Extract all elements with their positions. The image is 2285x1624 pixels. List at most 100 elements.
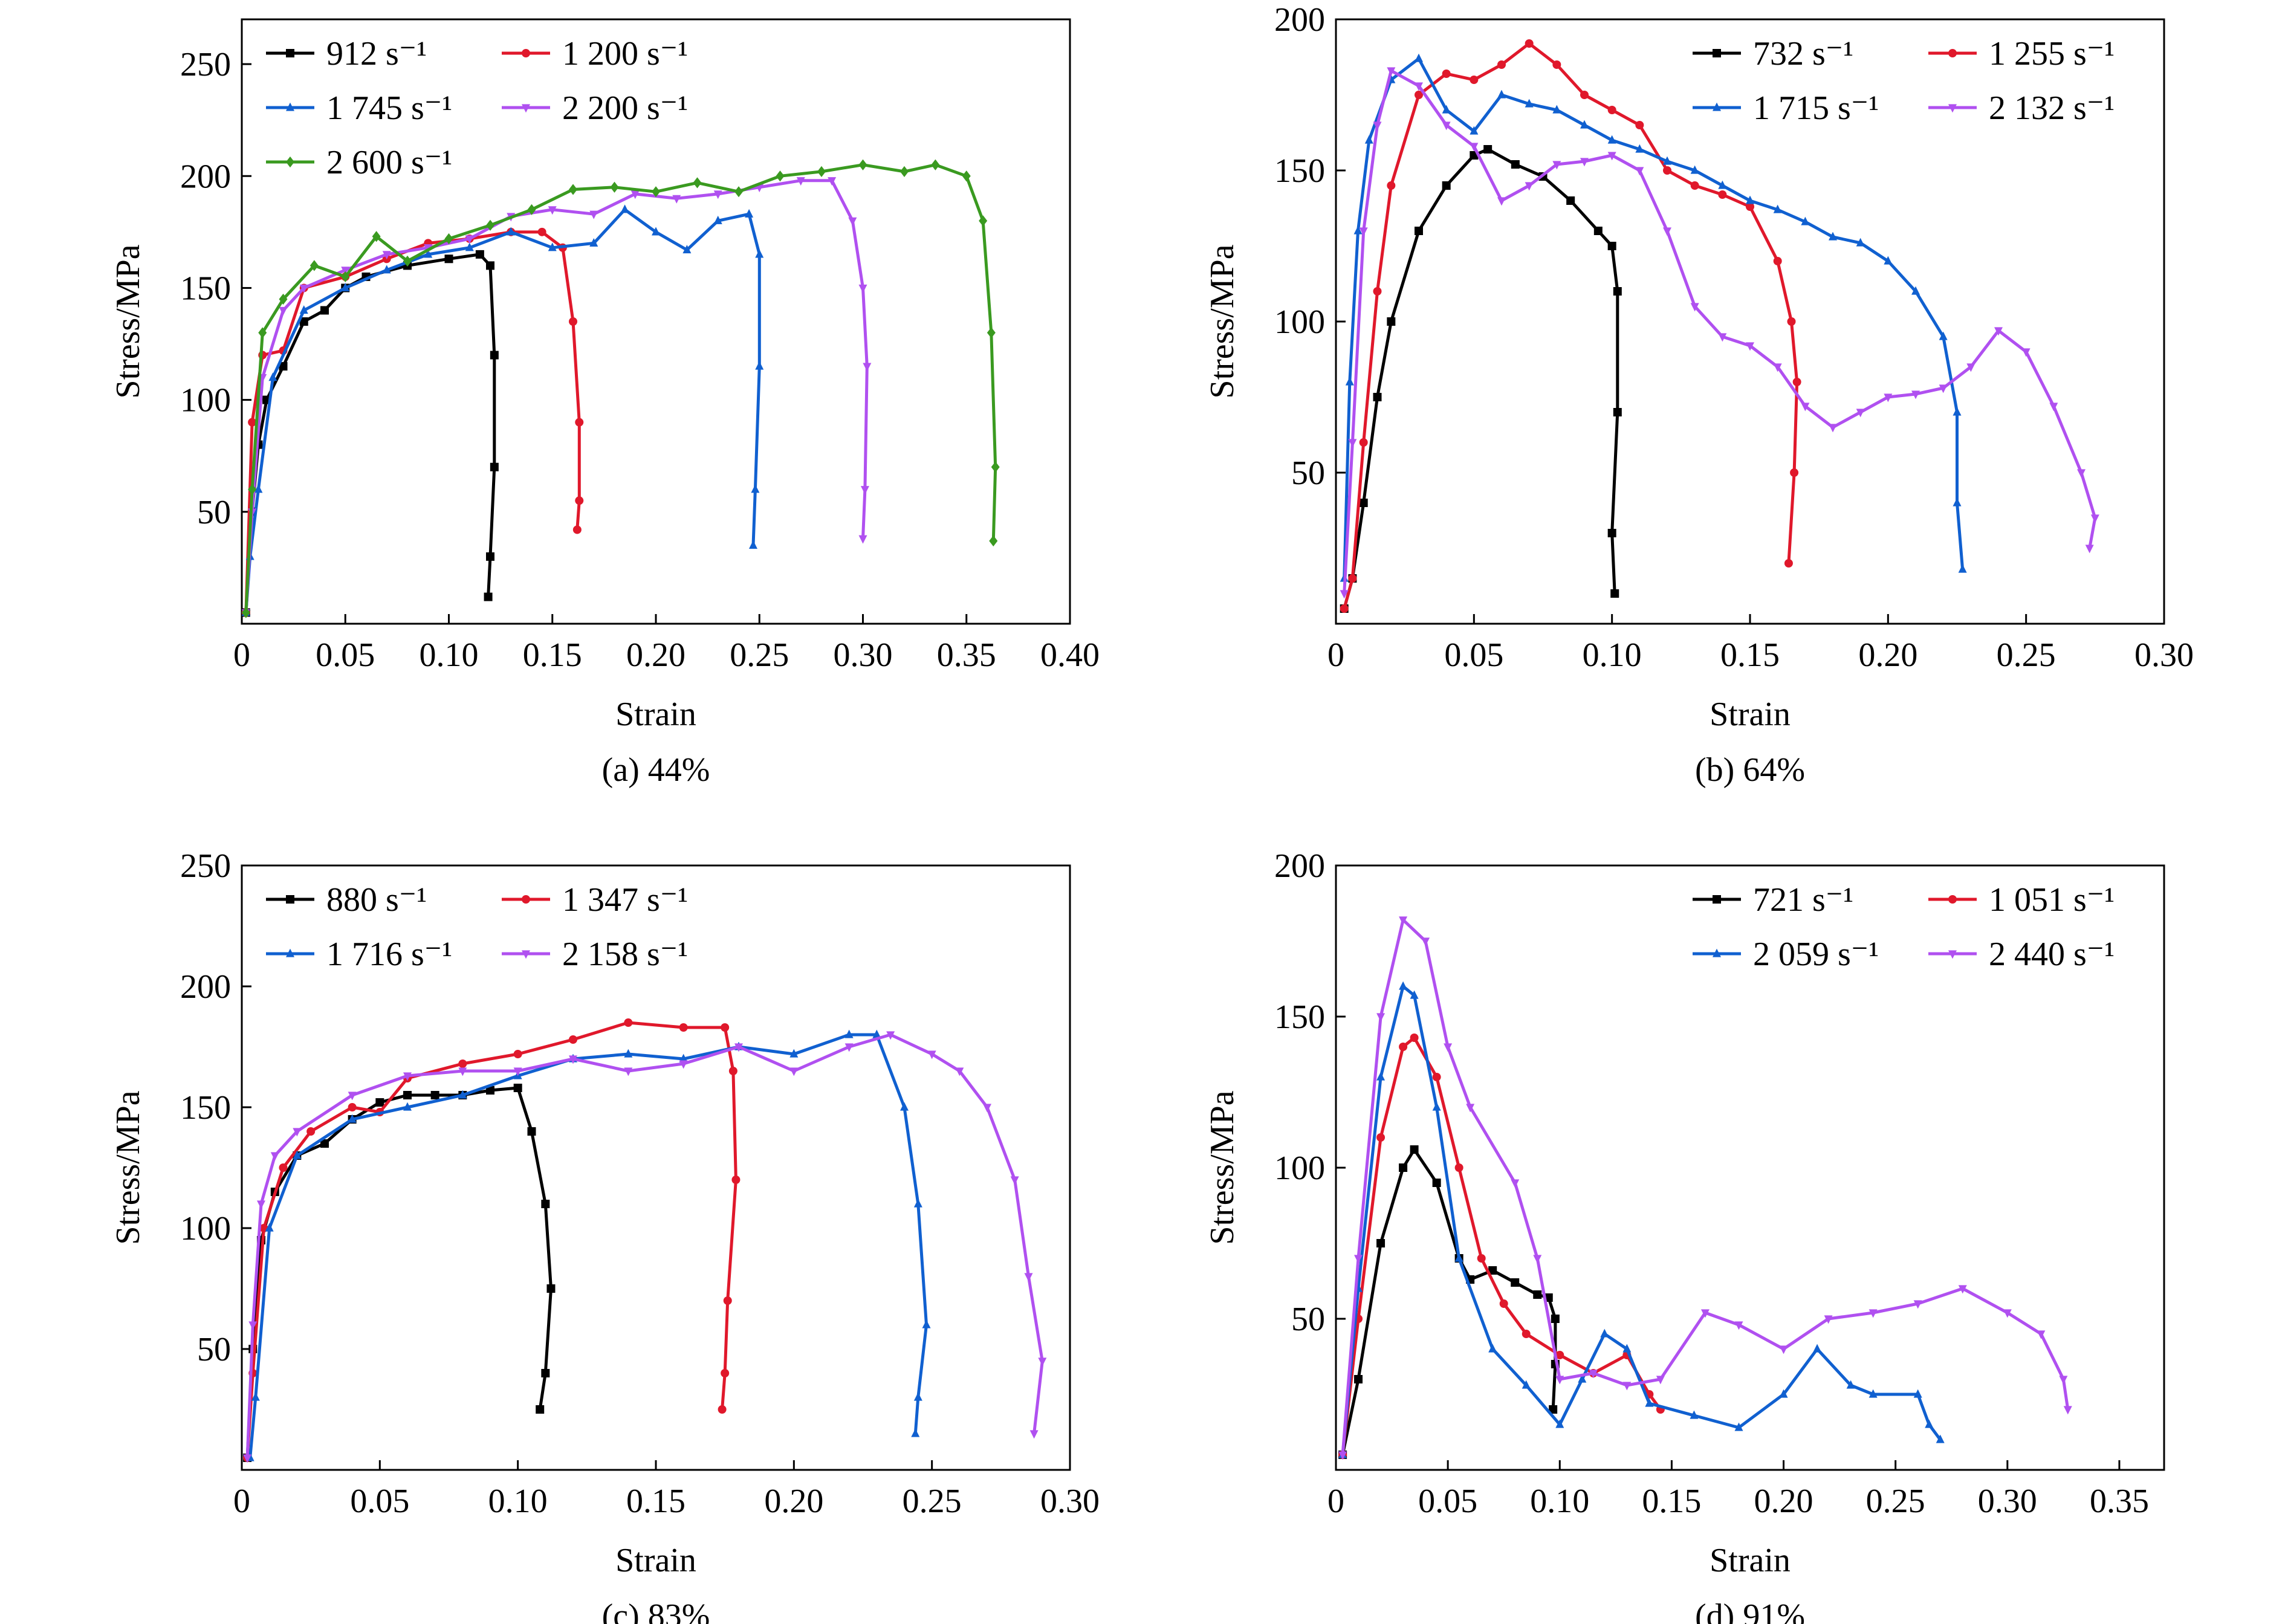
x-tick-label: 0.05: [316, 636, 375, 674]
data-point: [1470, 126, 1479, 135]
data-point: [536, 1405, 545, 1414]
x-tick-label: 0.15: [523, 636, 582, 674]
data-point: [486, 261, 494, 270]
data-point: [624, 1018, 633, 1027]
series-line: [244, 230, 581, 613]
legend-marker: [522, 49, 530, 57]
data-point: [1690, 303, 1699, 312]
y-tick-label: 200: [180, 158, 231, 195]
data-point: [513, 1050, 522, 1058]
data-point: [486, 1086, 494, 1095]
x-axis-label: Strain: [615, 1542, 696, 1579]
data-point: [1399, 1163, 1408, 1172]
data-point: [1690, 181, 1699, 190]
data-point: [513, 1084, 522, 1092]
data-point: [1511, 160, 1520, 169]
legend-entry: 2 200 s⁻¹: [502, 89, 688, 127]
data-point: [713, 190, 722, 199]
data-point: [248, 1321, 258, 1330]
data-point: [486, 552, 494, 561]
data-point: [955, 1067, 964, 1076]
chart-panel-2: 0 0.05 0.10 0.15 0.20 0.25 0.30 50 100 150 200 250 S…: [109, 847, 1100, 1624]
data-point: [776, 170, 785, 182]
x-tick-label: 0: [1327, 636, 1344, 674]
data-point: [572, 525, 582, 534]
y-tick-label: 100: [180, 1210, 231, 1247]
data-point: [844, 1029, 854, 1038]
data-point: [1470, 76, 1479, 84]
data-point: [310, 260, 319, 271]
legend-label: 2 059 s⁻¹: [1753, 936, 1879, 973]
y-tick-label: 150: [180, 270, 231, 307]
data-point: [484, 592, 493, 601]
panel-caption: (b) 64%: [1695, 751, 1805, 789]
data-point: [1525, 39, 1534, 48]
data-point: [248, 484, 257, 495]
data-point: [1511, 1278, 1520, 1287]
data-point: [1613, 408, 1622, 416]
data-point: [1734, 1422, 1743, 1431]
data-point: [1580, 158, 1589, 167]
data-point: [1533, 1255, 1542, 1264]
data-point: [475, 250, 484, 259]
data-point: [424, 249, 433, 258]
data-point: [341, 283, 350, 292]
data-point: [490, 462, 499, 471]
legend-label: 721 s⁻¹: [1753, 881, 1853, 919]
y-tick-label: 150: [1274, 152, 1325, 190]
data-point: [913, 1199, 922, 1208]
data-point: [734, 186, 743, 198]
data-point: [624, 1049, 633, 1058]
x-tick-label: 0: [233, 1483, 250, 1520]
data-point: [1936, 1434, 1945, 1443]
legend-label: 2 132 s⁻¹: [1989, 89, 2115, 127]
data-point: [1801, 403, 1810, 412]
data-point: [1399, 981, 1408, 990]
legend-entry: 1 715 s⁻¹: [1693, 89, 1879, 127]
data-point: [796, 177, 805, 186]
data-point: [983, 1104, 991, 1113]
data-point: [922, 1319, 931, 1328]
data-point: [1454, 1253, 1463, 1262]
data-point: [1746, 195, 1754, 204]
x-tick-label: 0.10: [1583, 636, 1642, 674]
data-point: [1497, 197, 1506, 206]
data-point: [718, 1405, 727, 1414]
x-tick-label: 0.15: [1642, 1483, 1701, 1520]
data-point: [1038, 1357, 1047, 1367]
data-point: [1884, 393, 1893, 403]
legend-marker: [286, 49, 294, 57]
data-point: [279, 293, 288, 305]
data-point: [293, 1150, 302, 1159]
data-point: [1340, 604, 1349, 613]
data-point: [1410, 1145, 1419, 1154]
x-tick-label: 0.30: [1040, 1483, 1100, 1520]
legend-marker: [1948, 49, 1957, 57]
data-point: [251, 1392, 260, 1401]
data-point: [1911, 390, 1920, 400]
data-point: [1925, 1419, 1934, 1428]
y-tick-label: 50: [1291, 455, 1325, 492]
x-tick-label: 0.30: [1978, 1483, 2037, 1520]
data-point: [1958, 1285, 1967, 1294]
data-point: [1718, 180, 1727, 189]
data-point: [1522, 1330, 1531, 1338]
data-point: [927, 1050, 936, 1059]
data-point: [1549, 1405, 1558, 1414]
legend-marker: [1948, 895, 1957, 904]
data-point: [299, 317, 308, 326]
legend-entry: 1 255 s⁻¹: [1928, 35, 2115, 73]
legend-entry: 732 s⁻¹: [1693, 35, 1853, 73]
legend-entry: 721 s⁻¹: [1693, 881, 1853, 919]
data-point: [1939, 331, 1948, 340]
legend-label: 1 715 s⁻¹: [1753, 89, 1879, 127]
x-axis-label: Strain: [615, 696, 696, 733]
legend-entry: 880 s⁻¹: [266, 881, 427, 919]
data-point: [1635, 121, 1644, 129]
data-point: [575, 496, 584, 505]
data-point: [1376, 1013, 1386, 1022]
panel-caption: (c) 83%: [602, 1597, 710, 1624]
data-point: [1029, 1430, 1039, 1439]
data-point: [1663, 227, 1671, 236]
data-point: [1690, 1410, 1699, 1419]
